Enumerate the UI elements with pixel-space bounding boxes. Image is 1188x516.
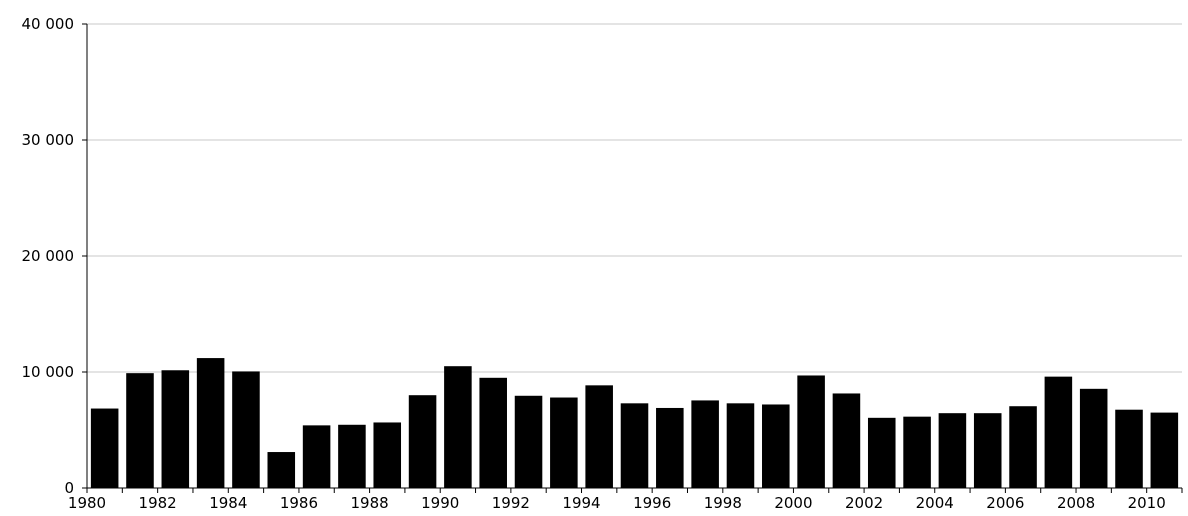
bar-1997 — [691, 400, 719, 488]
x-tick-label: 2006 — [986, 494, 1024, 512]
bar-1992 — [514, 395, 543, 488]
bar-2002 — [867, 417, 896, 488]
bar-1985 — [267, 452, 296, 488]
x-tick-label: 1990 — [421, 494, 459, 512]
bar-1993 — [550, 397, 578, 488]
gridlines — [87, 23, 1182, 373]
bar-2010 — [1150, 412, 1179, 488]
y-tick-label: 0 — [64, 479, 74, 497]
x-tick-label: 1998 — [704, 494, 742, 512]
bar-2009 — [1115, 409, 1143, 488]
bar-1980 — [90, 408, 119, 488]
y-tick-label: 40 000 — [22, 15, 75, 33]
bar-2000 — [797, 375, 825, 488]
x-tick-label: 2008 — [1057, 494, 1095, 512]
x-tick-label: 1982 — [139, 494, 177, 512]
x-tick-label: 1994 — [562, 494, 600, 512]
bar-2008 — [1079, 388, 1108, 488]
y-tick-label: 30 000 — [22, 131, 75, 149]
bar-2006 — [1009, 406, 1037, 488]
bars — [90, 358, 1179, 488]
x-axis-ticks: 1980 1982 1984 1986 1988 1990 1992 1994 1996 1998… — [68, 488, 1183, 512]
bar-1991 — [479, 377, 507, 488]
bar-1996 — [656, 407, 684, 488]
x-tick-label: 1986 — [280, 494, 318, 512]
bar-1983 — [196, 358, 225, 488]
x-tick-label: 2002 — [845, 494, 883, 512]
x-tick-label: 1980 — [68, 494, 106, 512]
bar-2003 — [903, 416, 931, 488]
bar-1994 — [585, 385, 613, 488]
bar-1984 — [232, 371, 260, 488]
bar-1988 — [373, 422, 402, 488]
y-axis-ticks: 0 10 000 20 000 30 000 40 000 — [22, 15, 87, 497]
y-tick-label: 20 000 — [22, 247, 75, 265]
bar-1986 — [302, 425, 331, 488]
x-tick-label: 2004 — [916, 494, 954, 512]
bar-1987 — [338, 424, 366, 488]
bar-1982 — [161, 370, 190, 488]
bar-1989 — [408, 395, 437, 488]
bar-1998 — [726, 403, 755, 488]
x-tick-label: 1992 — [492, 494, 530, 512]
bar-1999 — [762, 404, 790, 488]
bar-1981 — [126, 373, 154, 488]
x-tick-label: 1988 — [350, 494, 388, 512]
bar-1990 — [444, 366, 472, 488]
y-tick-label: 10 000 — [22, 363, 75, 381]
bar-2005 — [973, 413, 1002, 488]
bar-2001 — [832, 393, 861, 488]
x-tick-label: 1996 — [633, 494, 671, 512]
x-tick-label: 2010 — [1128, 494, 1166, 512]
bar-2004 — [938, 413, 967, 488]
bar-2007 — [1044, 376, 1073, 488]
bar-1995 — [620, 403, 649, 488]
x-tick-label: 2000 — [774, 494, 812, 512]
x-tick-label: 1984 — [209, 494, 247, 512]
